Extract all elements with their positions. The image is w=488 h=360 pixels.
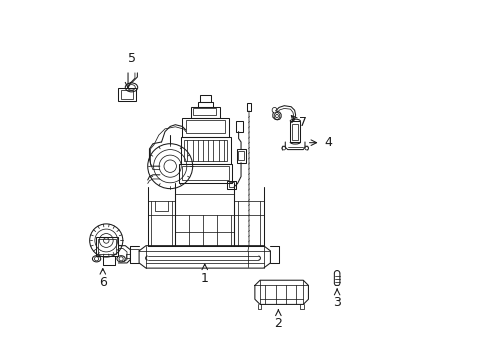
Bar	[185, 120, 225, 133]
Bar	[228, 182, 234, 187]
Text: 1: 1	[201, 271, 208, 285]
Bar	[180, 137, 230, 165]
Text: 7: 7	[299, 117, 306, 130]
Text: 5: 5	[128, 52, 136, 65]
Bar	[238, 151, 244, 160]
Bar	[198, 102, 213, 107]
Bar	[236, 121, 243, 132]
Bar	[289, 121, 300, 142]
Bar	[121, 90, 133, 99]
Bar	[179, 165, 232, 184]
Bar	[182, 166, 228, 180]
Bar	[227, 181, 235, 189]
Bar	[246, 103, 251, 111]
Bar	[183, 140, 227, 161]
Bar	[193, 108, 215, 115]
Bar	[98, 239, 116, 254]
Bar	[200, 95, 210, 102]
Bar	[182, 118, 228, 137]
Text: 6: 6	[99, 276, 106, 289]
Text: 3: 3	[332, 296, 340, 309]
Bar	[291, 124, 298, 140]
Bar	[236, 149, 245, 163]
Bar	[118, 88, 135, 101]
Text: 4: 4	[324, 136, 331, 149]
Bar	[190, 107, 220, 118]
Text: 2: 2	[274, 316, 282, 329]
Bar	[96, 237, 118, 256]
